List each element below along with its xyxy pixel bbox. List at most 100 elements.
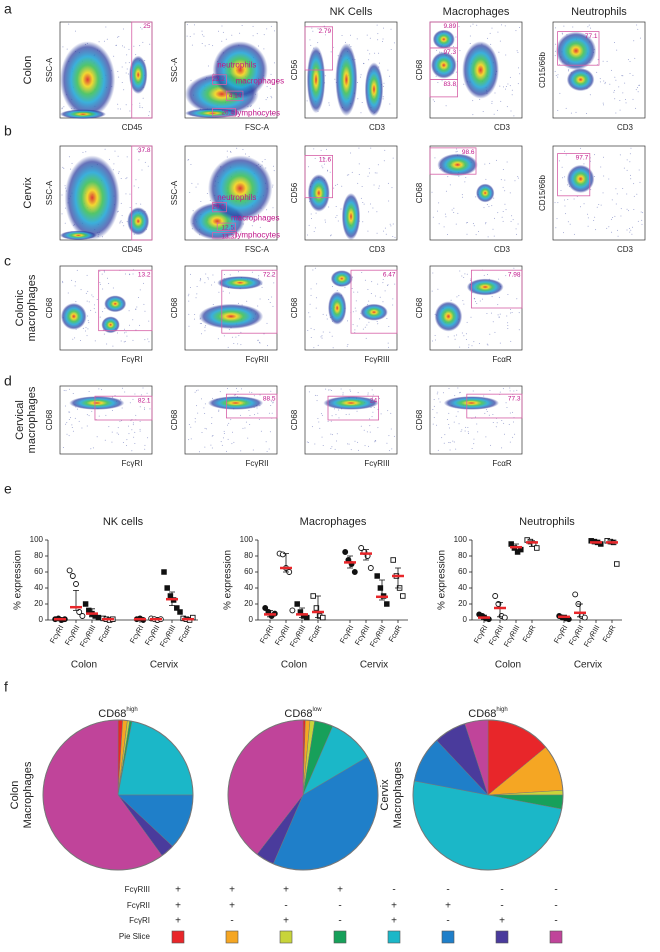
event-dot [135,308,137,310]
event-dot [502,211,504,213]
event-dot [118,35,120,37]
event-dot [562,33,564,35]
event-dot [614,215,616,217]
event-dot [501,216,503,218]
event-dot [382,96,384,98]
event-dot [456,150,458,152]
event-dot [458,423,460,425]
cell: - [230,916,233,927]
event-dot [66,433,68,435]
density-blob [443,396,499,410]
event-dot [464,273,466,275]
event-dot [554,70,556,72]
event-dot [195,297,197,299]
event-dot [232,431,234,433]
event-dot [458,26,460,28]
pie-title: CD68high [468,707,507,720]
event-dot [138,152,140,154]
event-dot [124,332,126,334]
event-dot [190,79,192,81]
cell: + [229,885,235,896]
event-dot [372,396,374,398]
gate-value: 11.6 [319,157,332,164]
y-tick-label: 20 [458,599,467,608]
event-dot [377,427,379,429]
event-dot [350,34,352,36]
y-tick-label: 80 [458,551,467,560]
event-dot [214,281,216,283]
event-dot [313,347,315,349]
event-dot [227,424,229,426]
event-dot [371,416,373,418]
flow-plot: 82.1 FcγRI CD68 [45,385,153,468]
x-tick-label: FcαR [177,623,194,644]
event-dot [147,398,149,400]
density-blob [437,153,478,177]
event-dot [249,423,251,425]
y-axis-label: SSC-A [45,57,54,82]
event-dot [231,34,233,36]
event-dot [559,92,561,94]
event-dot [378,52,380,54]
event-dot [336,183,338,185]
group-label: Cervix [574,660,602,671]
event-dot [269,302,271,304]
x-tick-label: FcγRIII [368,623,388,648]
event-dot [359,318,361,320]
x-axis-label: FcγRI [122,459,143,468]
event-dot [620,215,622,217]
event-dot [117,36,119,38]
event-dot [391,448,393,450]
event-dot [377,164,379,166]
event-dot [455,151,457,153]
gate [212,108,237,117]
y-axis-label: SSC-A [170,57,179,82]
event-dot [125,445,127,447]
event-dot [256,407,258,409]
event-dot [306,441,308,443]
event-dot [472,100,474,102]
event-dot [516,233,518,235]
event-dot [331,285,333,287]
slice-swatch [225,930,239,944]
event-dot [128,310,130,312]
gate [557,153,591,197]
event-dot [504,25,506,27]
event-dot [104,148,106,150]
y-tick-label: 0 [39,615,44,624]
event-dot [583,203,585,205]
event-dot [485,436,487,438]
event-dot [505,275,507,277]
event-dot [642,212,644,214]
event-dot [357,291,359,293]
event-dot [479,300,481,302]
event-dot [378,187,380,189]
event-dot [141,28,143,30]
event-dot [135,179,137,181]
event-dot [140,203,142,205]
flow-plot: 29.5 12.5 13.3 neutrophils macrophages lympho… [170,145,280,254]
pie-title-sup: low [313,707,323,713]
event-dot [266,28,268,30]
event-dot [197,412,199,414]
density-blob [64,155,120,240]
event-dot [70,168,72,170]
event-dot [128,433,130,435]
event-dot [346,345,348,347]
event-dot [341,35,343,37]
event-dot [364,326,366,328]
event-dot [361,272,363,274]
event-dot [348,174,350,176]
event-dot [455,71,457,73]
event-dot [436,412,438,414]
flow-plot: 11.6 CD3 CD56 [290,145,398,254]
event-dot [138,187,140,189]
event-dot [326,314,328,316]
panel-letter: d [4,373,12,389]
event-dot [197,183,199,185]
event-dot [509,412,511,414]
event-dot [518,312,520,314]
event-dot [126,439,128,441]
event-dot [459,50,461,52]
event-dot [569,223,571,225]
